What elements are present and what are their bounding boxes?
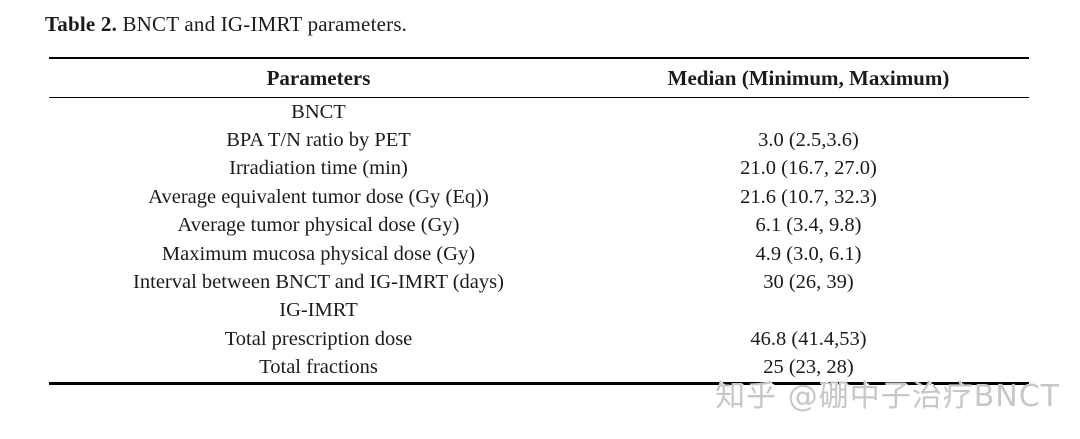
row-parameter: Average equivalent tumor dose (Gy (Eq)): [148, 185, 489, 208]
table-row: Average equivalent tumor dose (Gy (Eq)) …: [49, 183, 1029, 211]
table-caption-label: Table 2.: [45, 12, 118, 36]
row-value: 46.8 (41.4,53): [750, 327, 867, 350]
row-parameter: Interval between BNCT and IG-IMRT (days): [133, 271, 504, 294]
row-parameter: BNCT: [291, 100, 346, 123]
table-caption-text: BNCT and IG-IMRT parameters.: [117, 12, 408, 36]
row-parameter: IG-IMRT: [279, 299, 358, 322]
table-row: Interval between BNCT and IG-IMRT (days)…: [49, 268, 1029, 296]
row-value: 3.0 (2.5,3.6): [758, 129, 859, 152]
table-row: Irradiation time (min) 21.0 (16.7, 27.0): [49, 155, 1029, 183]
row-parameter: Total fractions: [259, 356, 378, 379]
row-value: 30 (26, 39): [763, 271, 854, 294]
row-value: 21.0 (16.7, 27.0): [740, 157, 877, 180]
table-row: Average tumor physical dose (Gy) 6.1 (3.…: [49, 212, 1029, 240]
table-row-bnct-section: BNCT: [49, 98, 1029, 126]
row-parameter: Irradiation time (min): [229, 157, 408, 180]
table-row: BPA T/N ratio by PET 3.0 (2.5,3.6): [49, 126, 1029, 154]
header-median: Median (Minimum, Maximum): [667, 65, 950, 90]
zhihu-watermark: 知乎 @硼中子治疗BNCT: [715, 379, 1060, 414]
row-value: 25 (23, 28): [763, 356, 854, 379]
table-row: Maximum mucosa physical dose (Gy) 4.9 (3…: [49, 240, 1029, 268]
row-parameter: Maximum mucosa physical dose (Gy): [161, 242, 476, 265]
row-value: 21.6 (10.7, 32.3): [740, 185, 877, 208]
table-row: Total fractions 25 (23, 28): [49, 354, 1029, 382]
table-row: Total prescription dose 46.8 (41.4,53): [49, 325, 1029, 353]
table-row-igimrt-section: IG-IMRT: [49, 297, 1029, 325]
table-caption: Table 2. BNCT and IG-IMRT parameters.: [45, 12, 407, 37]
row-parameter: Total prescription dose: [224, 327, 413, 350]
parameters-table: Parameters Median (Minimum, Maximum) BNC…: [49, 57, 1029, 385]
row-value: 6.1 (3.4, 9.8): [755, 214, 862, 237]
header-parameters: Parameters: [266, 65, 371, 90]
row-parameter: BPA T/N ratio by PET: [226, 129, 411, 152]
row-parameter: Average tumor physical dose (Gy): [177, 214, 460, 237]
table-header-row: Parameters Median (Minimum, Maximum): [49, 59, 1029, 98]
row-value: 4.9 (3.0, 6.1): [755, 242, 862, 265]
